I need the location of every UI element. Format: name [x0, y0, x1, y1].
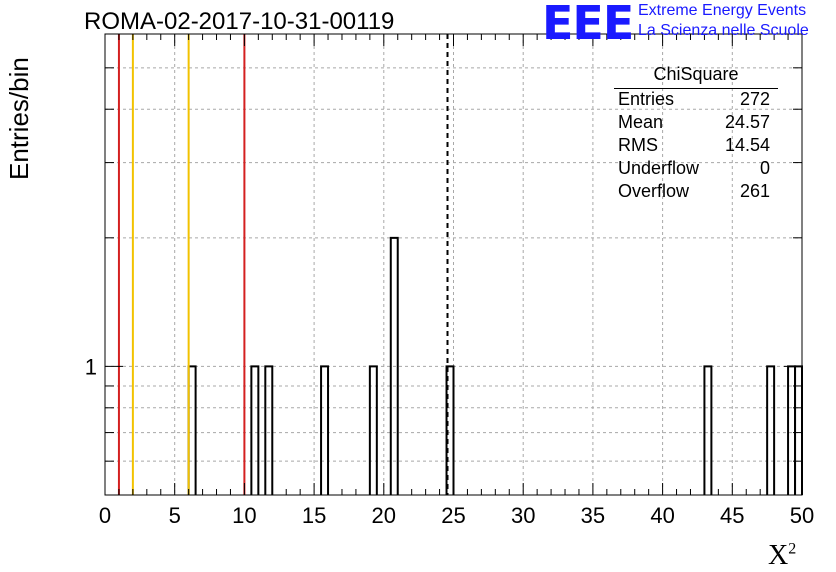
- stats-value: 14.54: [724, 135, 770, 155]
- stats-key: Mean: [618, 112, 664, 132]
- x-axis-label-exponent: 2: [788, 540, 797, 558]
- stats-key: Overflow: [618, 181, 690, 201]
- x-tick-label: 45: [720, 503, 744, 528]
- stats-value: 0: [759, 158, 770, 178]
- x-tick-label: 5: [169, 503, 181, 528]
- y-tick-label: 1: [85, 354, 97, 379]
- stats-value: 24.57: [724, 112, 770, 132]
- eee-logo-mark: EEE: [542, 0, 634, 50]
- histogram-bin: [264, 365, 274, 495]
- x-tick-label: 20: [372, 503, 396, 528]
- x-tick-label: 15: [302, 503, 326, 528]
- stats-row-mean: Mean 24.57: [612, 112, 778, 135]
- x-tick-label: 40: [650, 503, 674, 528]
- histogram-bin: [703, 365, 713, 495]
- stats-value: 272: [739, 89, 770, 109]
- eee-logo: EEE Extreme Energy Events La Scienza nel…: [542, 0, 836, 46]
- stats-key: Entries: [618, 89, 675, 109]
- x-tick-label: 30: [511, 503, 535, 528]
- histogram-bin: [766, 365, 776, 495]
- histogram-bin: [320, 365, 330, 495]
- stats-key: Underflow: [618, 158, 700, 178]
- x-tick-label: 10: [232, 503, 256, 528]
- x-axis-label-symbol: X: [768, 540, 789, 571]
- logo-title-line: Extreme Energy Events: [638, 2, 807, 19]
- stats-box-title: ChiSquare: [614, 64, 778, 89]
- x-tick-label: 25: [441, 503, 465, 528]
- run-title: ROMA-02-2017-10-31-00119: [84, 8, 395, 35]
- stats-key: RMS: [618, 135, 658, 155]
- histogram-bin: [368, 365, 378, 495]
- stats-row-entries: Entries 272: [612, 89, 778, 112]
- x-axis-label: X2: [768, 540, 796, 572]
- x-tick-label: 50: [790, 503, 814, 528]
- stats-value: 261: [739, 181, 770, 201]
- stats-row-overflow: Overflow 261: [612, 181, 778, 204]
- y-axis-label: Entries/bin: [4, 57, 44, 181]
- logo-subtitle-line: La Scienza nelle Scuole: [638, 22, 809, 39]
- x-tick-label: 35: [581, 503, 605, 528]
- x-tick-label: 0: [99, 503, 111, 528]
- stats-row-rms: RMS 14.54: [612, 135, 778, 158]
- histogram-bin: [250, 365, 260, 495]
- y-axis-label-text: Entries/bin: [4, 57, 34, 180]
- stats-box: ChiSquare Entries 272 Mean 24.57 RMS 14.…: [612, 64, 778, 204]
- histogram-bin: [389, 236, 399, 495]
- stats-row-underflow: Underflow 0: [612, 158, 778, 181]
